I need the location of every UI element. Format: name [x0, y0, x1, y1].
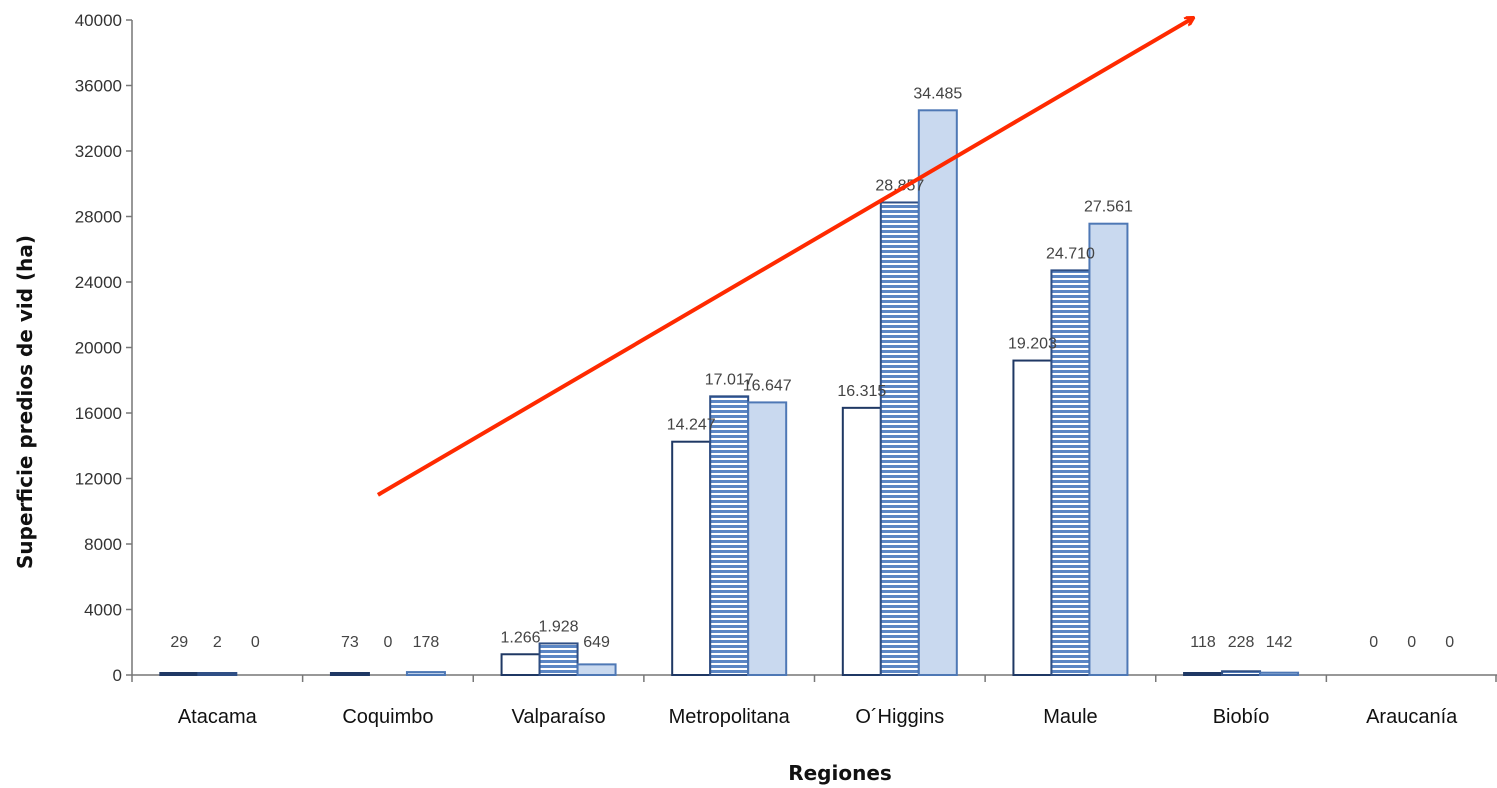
- data-label: 649: [583, 634, 610, 651]
- y-tick-label: 36000: [75, 77, 122, 96]
- x-tick-label: Valparaíso: [511, 706, 605, 728]
- bar: [671, 440, 712, 677]
- data-label: 34.485: [913, 85, 962, 102]
- y-tick-label: 0: [113, 666, 122, 685]
- y-tick-label: 40000: [75, 11, 122, 30]
- bar: [747, 401, 788, 676]
- x-tick-label: Coquimbo: [342, 706, 433, 728]
- data-labels: 29 73 1.266 14.247 16.315 19.203 118 0 2 0 1.928 17…: [170, 85, 1454, 651]
- data-label: 14.247: [667, 417, 716, 434]
- bar: [1050, 269, 1091, 676]
- y-tick-label: 12000: [75, 470, 122, 489]
- data-label: 16.315: [837, 383, 886, 400]
- data-label: 0: [383, 634, 392, 651]
- data-label: 1.266: [501, 629, 541, 646]
- data-label: 228: [1228, 634, 1255, 651]
- data-label: 19.203: [1008, 336, 1057, 353]
- data-label: 24.710: [1046, 245, 1095, 262]
- data-label: 73: [341, 634, 359, 651]
- bar: [1221, 670, 1262, 676]
- trend-arrow: [376, 18, 1193, 497]
- x-tick-label: Araucanía: [1366, 706, 1458, 728]
- bar: [709, 395, 750, 676]
- data-label: 0: [1445, 634, 1454, 651]
- data-label: 27.561: [1084, 199, 1133, 216]
- annotations: [376, 18, 1193, 497]
- bar: [197, 672, 238, 676]
- data-label: 0: [1369, 634, 1378, 651]
- y-tick-label: 16000: [75, 404, 122, 423]
- data-label: 178: [413, 634, 440, 651]
- x-tick-label: Biobío: [1213, 706, 1270, 728]
- bar: [1259, 671, 1300, 676]
- bar: [1183, 672, 1224, 676]
- data-label: 2: [213, 634, 222, 651]
- bar: [159, 672, 200, 676]
- bar: [917, 109, 958, 677]
- x-tick-label: Atacama: [178, 706, 258, 728]
- y-tick-label: 8000: [84, 535, 122, 554]
- data-label: 17.017: [705, 371, 754, 388]
- bar: [1012, 359, 1053, 676]
- x-tick-label: O´Higgins: [855, 706, 944, 728]
- y-axis: 0 4000 8000 12000 16000 20000 24000 28000 32000 3…: [75, 11, 133, 685]
- y-tick-label: 28000: [75, 208, 122, 227]
- x-tick-label: Metropolitana: [669, 706, 791, 728]
- bars: [159, 109, 1300, 677]
- x-tick-label: Maule: [1043, 706, 1097, 728]
- bar: [329, 672, 370, 676]
- bar: [841, 406, 882, 676]
- data-label: 29: [170, 634, 188, 651]
- bar: [879, 201, 920, 677]
- x-axis-title: Regiones: [788, 761, 892, 785]
- y-tick-label: 32000: [75, 142, 122, 161]
- y-tick-label: 20000: [75, 339, 122, 358]
- bar: [538, 642, 579, 677]
- y-tick-label: 4000: [84, 601, 122, 620]
- x-axis: Atacama Coquimbo Valparaíso Metropolitana O´…: [131, 674, 1497, 728]
- data-label: 0: [251, 634, 260, 651]
- y-axis-title: Superficie predios de vid (ha): [13, 235, 37, 569]
- bar: [405, 671, 446, 677]
- data-label: 118: [1190, 634, 1216, 651]
- bar: [576, 663, 617, 676]
- bar: [500, 653, 541, 676]
- data-label: 16.647: [743, 377, 792, 394]
- data-label: 1.928: [539, 618, 579, 635]
- data-label: 0: [1407, 634, 1416, 651]
- data-label: 142: [1266, 634, 1293, 651]
- y-tick-label: 24000: [75, 273, 122, 292]
- bar: [1088, 222, 1129, 676]
